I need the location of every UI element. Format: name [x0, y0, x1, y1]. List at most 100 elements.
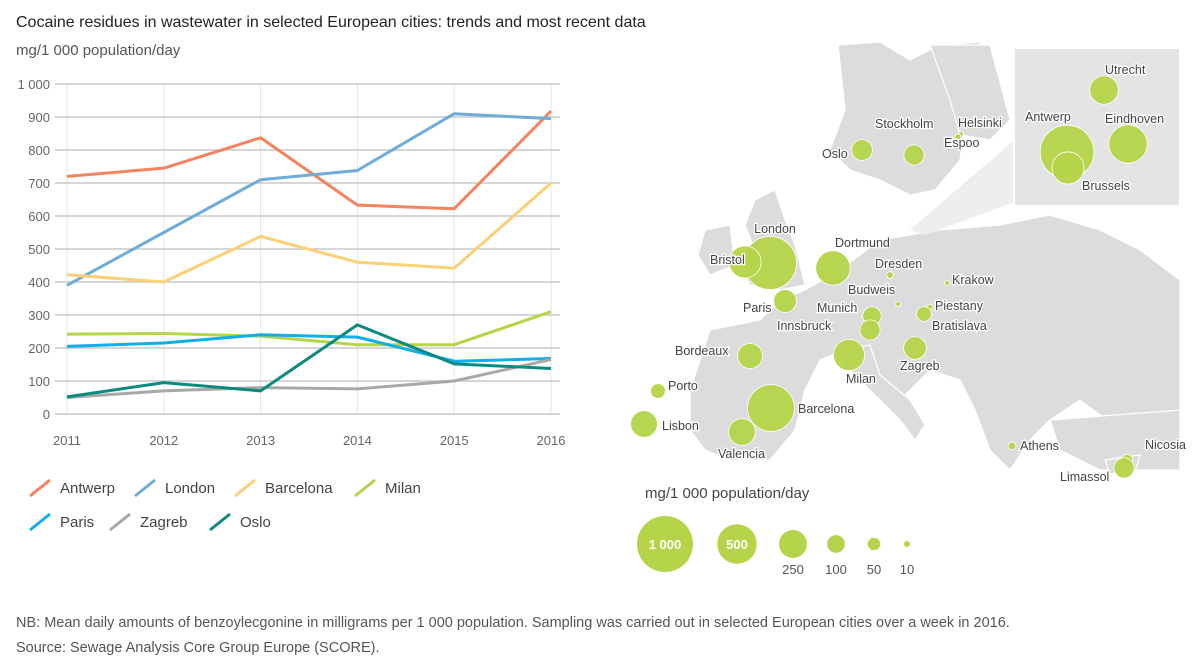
legend-label: Paris: [60, 513, 95, 531]
size-legend-bubble: [867, 537, 881, 551]
city-label-budweis: Budweis: [848, 283, 895, 297]
y-tick-label: 1 000: [17, 77, 50, 92]
legend-swatch: [109, 512, 131, 532]
y-tick-label: 400: [28, 275, 50, 290]
size-legend-label: 250: [782, 562, 804, 577]
city-label-dresden: Dresden: [875, 257, 922, 271]
city-label-antwerp: Antwerp: [1025, 110, 1071, 124]
bubble-porto: [650, 383, 666, 399]
legend-label: London: [165, 479, 216, 497]
series-line-zagreb: [66, 358, 552, 399]
size-legend-bubble: [717, 524, 757, 564]
series-line-milan: [66, 310, 552, 347]
legend-label: Zagreb: [140, 513, 188, 531]
legend-item-london: London: [133, 478, 215, 498]
bubble-bratislava: [916, 306, 932, 322]
series-line-london: [66, 112, 552, 287]
city-label-athens: Athens: [1020, 439, 1059, 453]
x-tick-label: 2011: [53, 433, 81, 448]
bubble-eindhoven: [1108, 124, 1148, 164]
legend-item-paris: Paris: [28, 512, 94, 532]
note-text: NB: Mean daily amounts of benzoylecgonin…: [16, 615, 1010, 631]
city-label-dortmund: Dortmund: [835, 236, 890, 250]
map-legend-title: mg/1 000 population/day: [645, 485, 810, 502]
footnote: NB: Mean daily amounts of benzoylecgonin…: [16, 611, 1010, 661]
bubble-budweis: [895, 301, 901, 307]
bubble-paris: [773, 289, 797, 313]
legend-swatch: [209, 512, 231, 532]
y-tick-label: 800: [28, 143, 50, 158]
bubble-milan: [833, 339, 865, 371]
inset-connector: [910, 140, 1020, 235]
size-legend-bubble: [904, 541, 910, 547]
legend-label: Antwerp: [60, 479, 116, 497]
city-label-porto: Porto: [668, 379, 698, 393]
legend-label: Milan: [385, 479, 421, 497]
city-label-stockholm: Stockholm: [875, 117, 933, 131]
city-label-nicosia: Nicosia: [1145, 438, 1186, 452]
bubble-krakow: [944, 280, 950, 286]
bubble-limassol: [1113, 457, 1135, 479]
city-label-krakow: Krakow: [952, 273, 995, 287]
legend-label: Barcelona: [265, 479, 333, 497]
legend-label: Oslo: [240, 513, 271, 531]
x-tick-label: 2013: [246, 433, 275, 448]
size-legend: 1 000 500 250 100 50 10: [637, 516, 914, 577]
city-label-zagreb: Zagreb: [900, 359, 940, 373]
x-tick-label: 2012: [149, 433, 178, 448]
series-line-antwerp: [66, 110, 553, 211]
bubble-stockholm: [903, 144, 925, 166]
x-tick-label: 2015: [440, 433, 469, 448]
y-tick-label: 200: [28, 341, 50, 356]
city-label-london: London: [754, 222, 796, 236]
city-label-oslo: Oslo: [822, 147, 848, 161]
bubble-brussels: [1051, 151, 1085, 185]
y-axis-unit: mg/1 000 population/day: [16, 42, 181, 59]
y-tick-label: 900: [28, 110, 50, 125]
size-legend-bubble: [827, 535, 845, 553]
bubble-dortmund: [815, 250, 851, 286]
size-legend-label: 1 000: [649, 537, 682, 552]
bubble-espoo: [954, 133, 962, 141]
city-label-piestany: Piestany: [935, 299, 984, 313]
city-label-lisbon: Lisbon: [662, 419, 699, 433]
city-label-bristol: Bristol: [710, 253, 745, 267]
line-chart: 2011 2012 2013 2014 2015 2016 0 100 200 300 400 500…: [17, 77, 565, 448]
size-legend-label: 100: [825, 562, 847, 577]
size-legend-label: 10: [900, 562, 914, 577]
city-label-bratislava: Bratislava: [932, 319, 987, 333]
city-label-paris: Paris: [743, 301, 771, 315]
bubble-zagreb: [903, 336, 927, 360]
bubble-barcelona: [747, 384, 795, 432]
bubble-bristol: [728, 245, 762, 279]
legend-swatch: [29, 478, 51, 498]
y-tick-label: 0: [43, 407, 50, 422]
bubble-lisbon: [630, 410, 658, 438]
city-label-helsinki: Helsinki: [958, 116, 1002, 130]
bubble-utrecht: [1089, 75, 1119, 105]
city-label-eindhoven: Eindhoven: [1105, 112, 1164, 126]
legend-swatch: [234, 478, 256, 498]
city-bubbles: London Bristol Paris Dortmund Dresden Krakow B…: [630, 115, 1187, 485]
city-label-utrecht: Utrecht: [1105, 63, 1146, 77]
y-tick-label: 100: [28, 374, 50, 389]
legend-swatch: [134, 478, 156, 498]
bubble-innsbruck: [859, 319, 881, 341]
series-line-barcelona: [66, 181, 552, 284]
city-label-valencia: Valencia: [718, 447, 765, 461]
legend-item-milan: Milan: [353, 478, 421, 498]
legend-item-antwerp: Antwerp: [28, 478, 115, 498]
legend-item-oslo: Oslo: [208, 512, 271, 532]
series-line-paris: [66, 333, 552, 363]
legend-item-barcelona: Barcelona: [233, 478, 333, 498]
y-tick-label: 600: [28, 209, 50, 224]
size-legend-label: 500: [726, 537, 748, 552]
size-legend-bubble: [779, 530, 807, 558]
inset-box: [1013, 47, 1181, 207]
legend-swatch: [29, 512, 51, 532]
city-label-munich: Munich: [817, 301, 857, 315]
legend-item-zagreb: Zagreb: [108, 512, 188, 532]
city-label-brussels: Brussels: [1082, 179, 1130, 193]
europe-map: London Bristol Paris Dortmund Dresden Krakow B…: [630, 41, 1187, 577]
